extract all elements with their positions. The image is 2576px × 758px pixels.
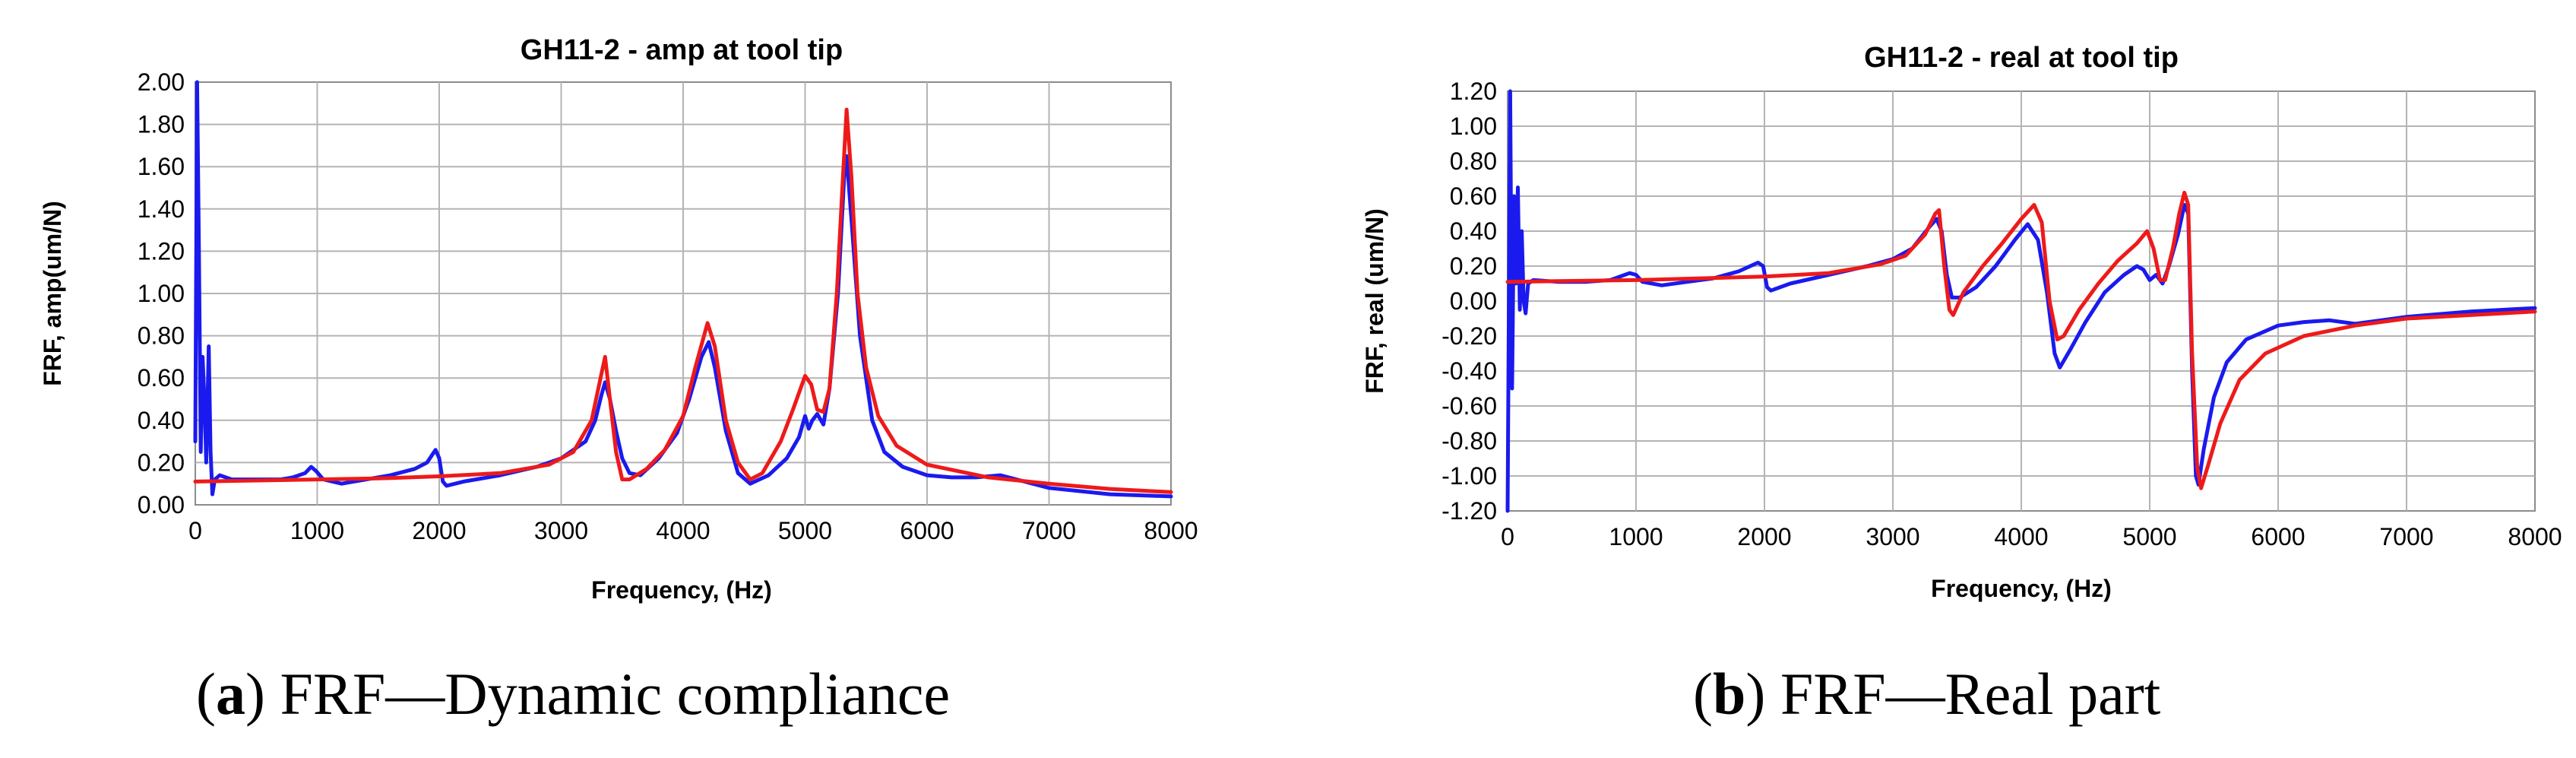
x-axis-label-real-part: Frequency, (Hz)	[1931, 575, 2112, 602]
y-axis-label-real-part: FRF, real (um/N)	[1361, 208, 1388, 394]
y-tick-label: 1.20	[1450, 78, 1497, 105]
gridlines-amplitude	[195, 82, 1171, 505]
y-tick-label: -0.20	[1441, 322, 1497, 350]
x-tick-label: 6000	[900, 517, 954, 544]
x-tick-label: 5000	[2122, 523, 2176, 550]
x-tick-label: 4000	[656, 517, 710, 544]
chart-real-part: -1.20 -1.00 -0.80 -0.60 -0.40 -0.20 0.00 0.20 0.…	[1361, 42, 2562, 602]
x-tick-label: 1000	[1609, 523, 1663, 550]
x-tick-label: 0	[1501, 523, 1514, 550]
x-tick-label: 7000	[2379, 523, 2433, 550]
x-ticks-amplitude: 0 1000 2000 3000 4000 5000 6000 7000 8000	[188, 517, 1198, 544]
x-tick-label: 0	[188, 517, 202, 544]
series-line-model-real-part	[1505, 190, 2537, 490]
x-tick-label: 3000	[534, 517, 588, 544]
chart-title-real-part: GH11-2 - real at tool tip	[1864, 42, 2179, 74]
y-tick-label: 0.60	[1450, 182, 1497, 210]
caption-a: (a) FRF—Dynamic compliance	[196, 661, 951, 727]
caption-b-text: FRF—Real part	[1780, 661, 2161, 727]
x-tick-label: 7000	[1022, 517, 1076, 544]
caption-a-text: FRF—Dynamic compliance	[280, 661, 951, 727]
y-tick-label: -0.80	[1441, 427, 1497, 455]
y-tick-label: 1.00	[138, 280, 185, 307]
x-tick-label: 3000	[1866, 523, 1919, 550]
y-ticks-real-part: -1.20 -1.00 -0.80 -0.60 -0.40 -0.20 0.00 0.20 0.…	[1441, 78, 1497, 525]
x-tick-label: 2000	[412, 517, 466, 544]
x-tick-label: 1000	[290, 517, 344, 544]
x-ticks-real-part: 0 1000 2000 3000 4000 5000 6000 7000 8000	[1501, 523, 2562, 550]
x-tick-label: 8000	[1144, 517, 1198, 544]
y-tick-label: 1.40	[138, 195, 185, 223]
x-tick-label: 2000	[1737, 523, 1791, 550]
y-tick-label: 0.80	[138, 322, 185, 350]
y-tick-label: -0.60	[1441, 392, 1497, 420]
y-tick-label: 0.60	[138, 364, 185, 392]
x-tick-label: 4000	[1994, 523, 2048, 550]
y-tick-label: 0.40	[138, 407, 185, 434]
y-tick-label: 0.00	[138, 491, 185, 519]
chart-amplitude: 0.00 0.20 0.40 0.60 0.80 1.00 1.20 1.40 1.60 1.80…	[39, 34, 1198, 604]
chart-title-amplitude: GH11-2 - amp at tool tip	[521, 34, 843, 66]
y-tick-label: 1.80	[138, 111, 185, 138]
y-tick-label: 1.60	[138, 153, 185, 180]
caption-a-letter: a	[215, 661, 245, 727]
gridlines-real-part	[1508, 91, 2535, 511]
figure: 0.00 0.20 0.40 0.60 0.80 1.00 1.20 1.40 1.60 1.80…	[39, 34, 2562, 604]
y-tick-label: -1.20	[1441, 497, 1497, 525]
y-tick-label: 1.00	[1450, 113, 1497, 140]
x-tick-label: 6000	[2251, 523, 2305, 550]
y-tick-label: 2.00	[138, 68, 185, 96]
y-tick-label: 0.20	[138, 449, 185, 476]
x-tick-label: 8000	[2508, 523, 2562, 550]
y-axis-label-amplitude: FRF, amp(um/N)	[39, 201, 66, 386]
caption-b-letter: b	[1712, 661, 1746, 727]
y-tick-label: 0.80	[1450, 147, 1497, 175]
y-tick-label: -1.00	[1441, 462, 1497, 490]
series-real-part	[1505, 89, 2537, 513]
series-line-model-amplitude	[193, 107, 1173, 494]
x-tick-label: 5000	[778, 517, 832, 544]
y-tick-label: 1.20	[138, 237, 185, 265]
y-ticks-amplitude: 0.00 0.20 0.40 0.60 0.80 1.00 1.20 1.40 1.60 1.80…	[138, 68, 185, 519]
y-tick-label: 0.00	[1450, 287, 1497, 315]
y-tick-label: 0.20	[1450, 252, 1497, 280]
caption-b: (b) FRF—Real part	[1693, 661, 2161, 727]
series-amplitude	[193, 80, 1173, 499]
y-tick-label: -0.40	[1441, 357, 1497, 385]
y-tick-label: 0.40	[1450, 217, 1497, 245]
x-axis-label-amplitude: Frequency, (Hz)	[591, 576, 772, 604]
